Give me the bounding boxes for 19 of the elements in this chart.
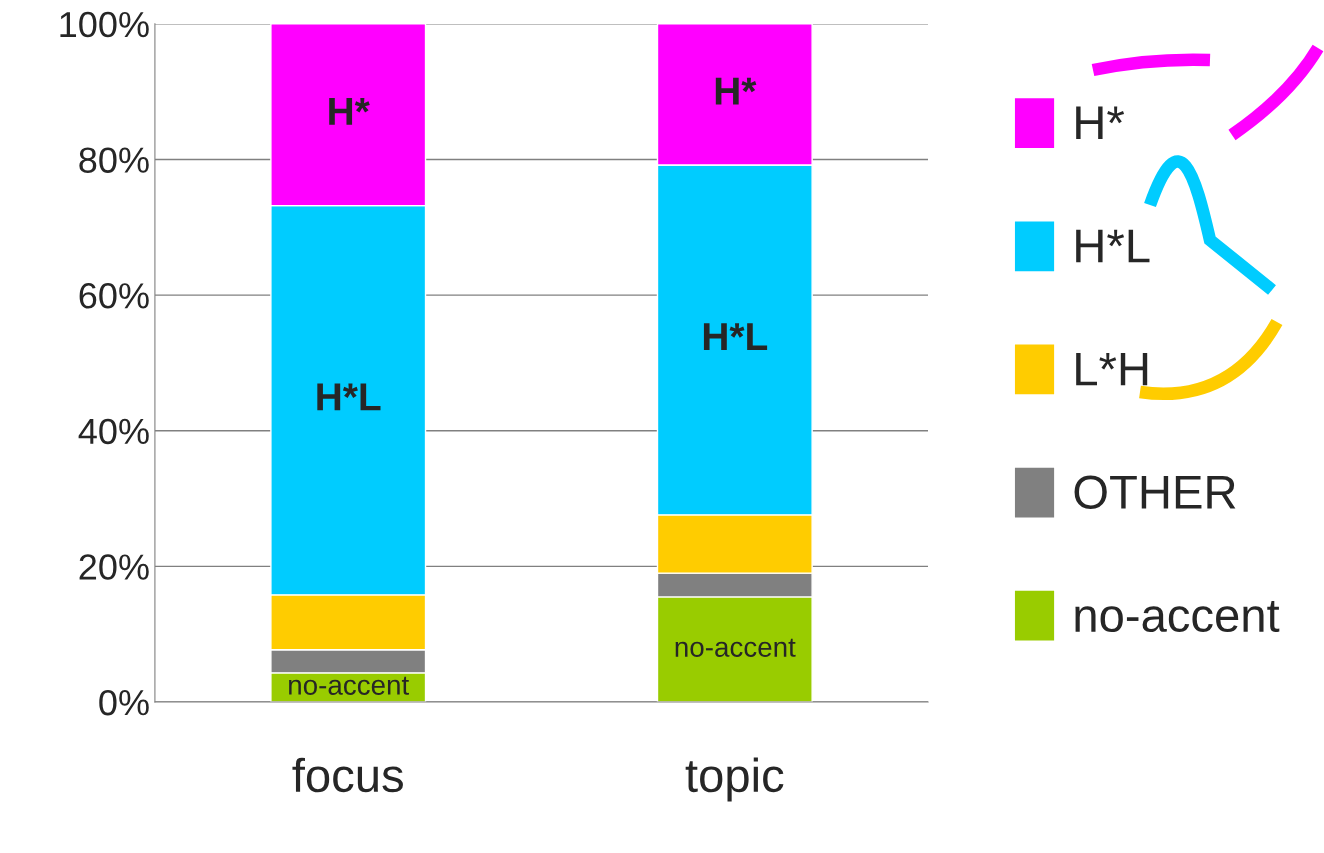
legend-label: L*H	[1076, 352, 1148, 386]
y-tick-label: 40%	[78, 418, 149, 445]
data-label: H*L	[317, 383, 381, 411]
y-tick-label: 0%	[99, 689, 149, 716]
data-label: H*L	[703, 323, 768, 350]
y-tick-label: 60%	[79, 283, 149, 309]
y-tick-label: 20%	[79, 554, 149, 580]
y-tick-label: 100%	[60, 11, 149, 38]
data-label: no-accent	[675, 638, 796, 657]
legend-label: H*L	[1076, 229, 1150, 263]
data-label: H*	[715, 77, 757, 105]
legend-label: OTHER	[1074, 475, 1236, 509]
legend-label: no-accent	[1075, 601, 1280, 633]
legend-label: H*	[1076, 106, 1125, 140]
data-label: no-accent	[289, 676, 410, 695]
y-tick-label: 80%	[79, 147, 149, 173]
data-label: H*	[329, 98, 370, 125]
x-tick-label: topic	[685, 757, 784, 802]
x-tick-label: focus	[292, 757, 403, 793]
